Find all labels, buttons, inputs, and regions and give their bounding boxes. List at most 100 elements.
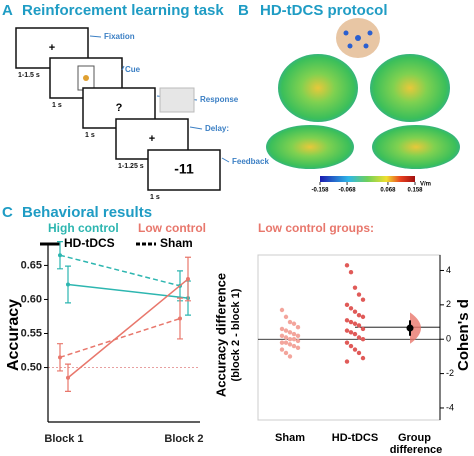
hand-image xyxy=(159,87,195,113)
data-point xyxy=(287,330,293,335)
data-point xyxy=(360,337,366,342)
y2-tick-label: -4 xyxy=(446,402,454,412)
data-point xyxy=(352,309,358,314)
colorbar-tick-label: 0.068 xyxy=(380,188,396,194)
estimation-chart: Low control groups: -4 -2 0 2 4 Cohen's d Accur… xyxy=(213,221,472,456)
point xyxy=(58,355,62,360)
data-point xyxy=(283,335,289,340)
point xyxy=(66,282,70,287)
effect-point xyxy=(406,324,414,332)
colorbar-tick-label: -0.158 xyxy=(311,188,329,194)
data-point xyxy=(352,285,358,290)
arrow xyxy=(221,157,230,163)
duration: 1-1.25 s xyxy=(118,163,144,170)
brain xyxy=(278,54,358,122)
data-point xyxy=(287,337,293,342)
data-point xyxy=(279,333,285,338)
data-point xyxy=(283,314,289,320)
data-point xyxy=(344,263,350,268)
arrow xyxy=(189,126,203,130)
point xyxy=(58,253,62,258)
legend-group: High control xyxy=(48,221,119,235)
y-tick-label: 0.55 xyxy=(21,327,42,339)
data-point xyxy=(348,330,354,335)
screen xyxy=(147,149,221,191)
data-point xyxy=(356,335,362,340)
data-point xyxy=(287,319,293,325)
screen-label: Delay: xyxy=(205,124,229,133)
series-line xyxy=(59,254,181,287)
task-screens: + Fixation 1-1.5 s Cue 1 s ? Response 1 s + Delay… xyxy=(15,27,269,201)
colorbar-ticks: -0.158 -0.068 0.068 0.158 xyxy=(311,182,423,194)
duration: 1 s xyxy=(150,194,160,201)
screen-label: Feedback xyxy=(232,157,269,166)
y2-tick-label: -2 xyxy=(446,368,454,378)
data-point xyxy=(344,318,350,323)
data-point xyxy=(360,355,366,361)
x-tick-label: Group difference xyxy=(390,432,443,456)
y-tick-label: 0.65 xyxy=(21,259,42,271)
electrode xyxy=(363,43,369,49)
data-point xyxy=(283,340,289,345)
screen-label: Fixation xyxy=(104,32,135,41)
colorbar-unit: V/m xyxy=(420,182,431,188)
x-tick-label: HD-tDCS xyxy=(332,432,378,444)
data-point xyxy=(344,302,350,308)
screen-label: Response xyxy=(200,95,239,104)
y2-tick-label: 4 xyxy=(446,265,451,275)
data-point xyxy=(291,337,297,342)
y-axis-label: (block 2 - block 1) xyxy=(230,288,242,381)
point xyxy=(178,316,182,321)
series-line xyxy=(67,278,189,379)
data-point xyxy=(295,324,301,330)
data-point xyxy=(279,340,285,345)
data-point xyxy=(295,345,301,351)
data-point xyxy=(283,328,289,333)
panel-letter: C xyxy=(2,204,13,221)
data-point xyxy=(279,347,285,352)
colorbar-tick-label: -0.068 xyxy=(339,188,357,194)
panel-title: Behavioral results xyxy=(22,204,152,221)
screen-label: Cue xyxy=(125,65,141,74)
data-point xyxy=(352,321,358,326)
brain xyxy=(372,125,460,169)
legend-group: Low control xyxy=(138,221,206,235)
data-point xyxy=(344,340,350,345)
series-line xyxy=(59,317,181,359)
x-tick-label: Block 1 xyxy=(44,433,83,445)
data-point xyxy=(348,343,354,349)
point xyxy=(186,277,190,282)
data-point xyxy=(295,333,301,338)
data-point xyxy=(279,307,285,313)
data-point xyxy=(360,314,366,320)
panel-title: Reinforcement learning task xyxy=(22,2,224,19)
data-point xyxy=(291,331,297,337)
data-point xyxy=(344,359,350,364)
colorbar-tick-label: 0.158 xyxy=(407,188,423,194)
data-point xyxy=(348,269,354,275)
legend-condition: Sham xyxy=(160,236,193,250)
arrow xyxy=(89,35,102,38)
arrow xyxy=(121,65,125,71)
y2-tick-label: 2 xyxy=(446,299,451,309)
y-axis-label: Accuracy xyxy=(5,299,22,371)
panel-title: HD-tDCS protocol xyxy=(260,2,388,19)
data-point xyxy=(356,312,362,318)
series-line xyxy=(67,283,189,299)
colorbar xyxy=(320,176,415,182)
data-point xyxy=(279,326,285,332)
y2-tick-label: 0 xyxy=(446,334,451,344)
y-tick-label: 0.50 xyxy=(21,361,42,373)
chart-title: Low control groups: xyxy=(258,221,374,235)
data-point xyxy=(348,319,354,325)
data-point xyxy=(291,321,297,326)
data-point xyxy=(352,347,358,352)
x-tick-label: Sham xyxy=(275,432,305,444)
electrode xyxy=(355,35,361,41)
screen-content: + xyxy=(49,42,55,54)
panel-letter: A xyxy=(2,2,13,19)
duration: 1 s xyxy=(85,132,95,139)
y2-axis-label: Cohen's d xyxy=(455,299,472,371)
data-point xyxy=(356,323,362,328)
y-tick-label: 0.60 xyxy=(21,293,42,305)
